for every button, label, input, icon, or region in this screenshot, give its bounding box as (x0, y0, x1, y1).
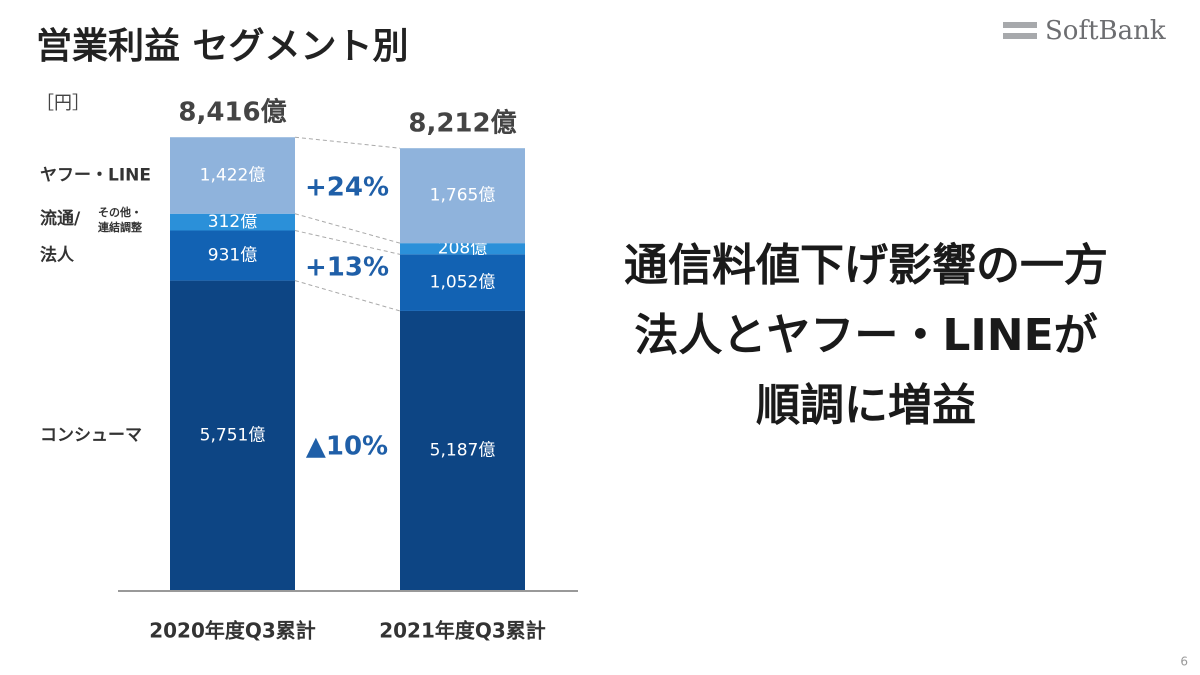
message: 通信料値下げ影響の一方 (624, 240, 1108, 291)
bar-segment (400, 243, 525, 255)
x-tick-label: 2021年度Q3累計 (379, 619, 546, 643)
value-label: 312億 (208, 212, 257, 232)
annotation: ▲10% (306, 432, 388, 462)
total-label: 8,416億 (178, 98, 286, 128)
connector (294, 230, 401, 255)
value-label: 1,422億 (200, 165, 266, 185)
message: 順調に増益 (756, 380, 976, 431)
message: 法人とヤフー・LINEが (634, 310, 1097, 361)
bar-segment (400, 310, 525, 590)
legend-label: ヤフー・LINE (40, 165, 151, 185)
value-label: 1,052億 (430, 273, 496, 293)
annotation: +13% (305, 253, 389, 283)
bar-segment (170, 137, 295, 214)
unit-label: ［円］ (36, 93, 90, 114)
value-label: 5,187億 (430, 440, 496, 460)
x-tick-label: 2020年度Q3累計 (149, 619, 316, 643)
legend-label: 法人 (40, 245, 75, 266)
value-label: 5,751億 (200, 425, 266, 445)
legend-sublabel: 連結調整 (98, 220, 142, 234)
bar-segment (170, 280, 295, 590)
logo: SoftBank (1045, 16, 1166, 46)
page-number: 6 (1180, 655, 1188, 669)
bar-segment (400, 148, 525, 244)
connector (294, 280, 401, 312)
total-label: 8,212億 (408, 109, 516, 139)
bar-segment (400, 254, 525, 311)
legend-sublabel: その他・ (98, 205, 142, 219)
value-label: 208億 (438, 239, 487, 259)
bar-segment (170, 213, 295, 231)
value-label: 931億 (208, 246, 257, 266)
logo-icon (1003, 22, 1037, 39)
title: 営業利益 セグメント別 (36, 26, 409, 67)
legend-label: 流通/ (40, 208, 81, 229)
connector (294, 136, 401, 149)
legend-label: コンシューマ (40, 425, 142, 445)
bar-segment (170, 230, 295, 281)
annotation: +24% (305, 173, 389, 203)
value-label: 1,765億 (430, 186, 496, 206)
